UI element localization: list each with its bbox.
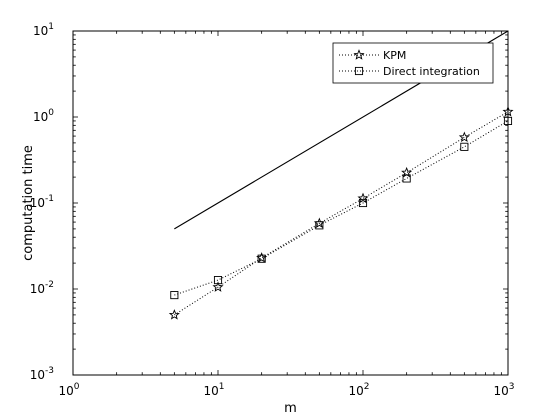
y-tick-label: 10-2: [30, 280, 54, 296]
data-point: [170, 291, 179, 300]
data-point: [358, 198, 368, 208]
data-point: [257, 254, 266, 263]
y-tick-label: 10-1: [30, 194, 54, 210]
x-tick-label: 100: [58, 382, 79, 398]
legend-label: KPM: [383, 49, 406, 62]
data-point: [315, 221, 324, 230]
legend-marker: [353, 49, 365, 60]
x-axis-label: m: [284, 401, 297, 416]
legend-entry: Direct integration: [339, 65, 480, 78]
legend-entry: KPM: [339, 49, 406, 62]
data-point: [212, 281, 224, 292]
series-direct-integration: [170, 116, 513, 300]
legend-marker: [354, 66, 364, 76]
data-point: [213, 276, 223, 285]
data-point: [458, 131, 470, 143]
legend-label: Direct integration: [383, 65, 480, 78]
x-tick-label: 103: [493, 382, 514, 398]
data-point: [357, 192, 369, 204]
legend: KPM Direct integration: [332, 42, 494, 84]
data-point: [168, 309, 180, 320]
plot-area: [73, 31, 508, 375]
x-tick-label: 101: [203, 382, 224, 398]
y-tick-label: 101: [33, 22, 54, 38]
legend-box: [332, 42, 494, 84]
data-point: [402, 174, 411, 183]
y-tick-label: 10-3: [30, 366, 54, 382]
ticks-layer: 100 101 102 103 10-3 10-2 10-1 100 101: [30, 22, 515, 398]
data-point: [460, 142, 469, 151]
series-line: [174, 120, 509, 296]
x-tick-label: 102: [348, 382, 369, 398]
y-tick-label: 100: [33, 108, 54, 124]
y-axis-label: computation time: [21, 145, 36, 261]
series-line: [174, 111, 509, 316]
